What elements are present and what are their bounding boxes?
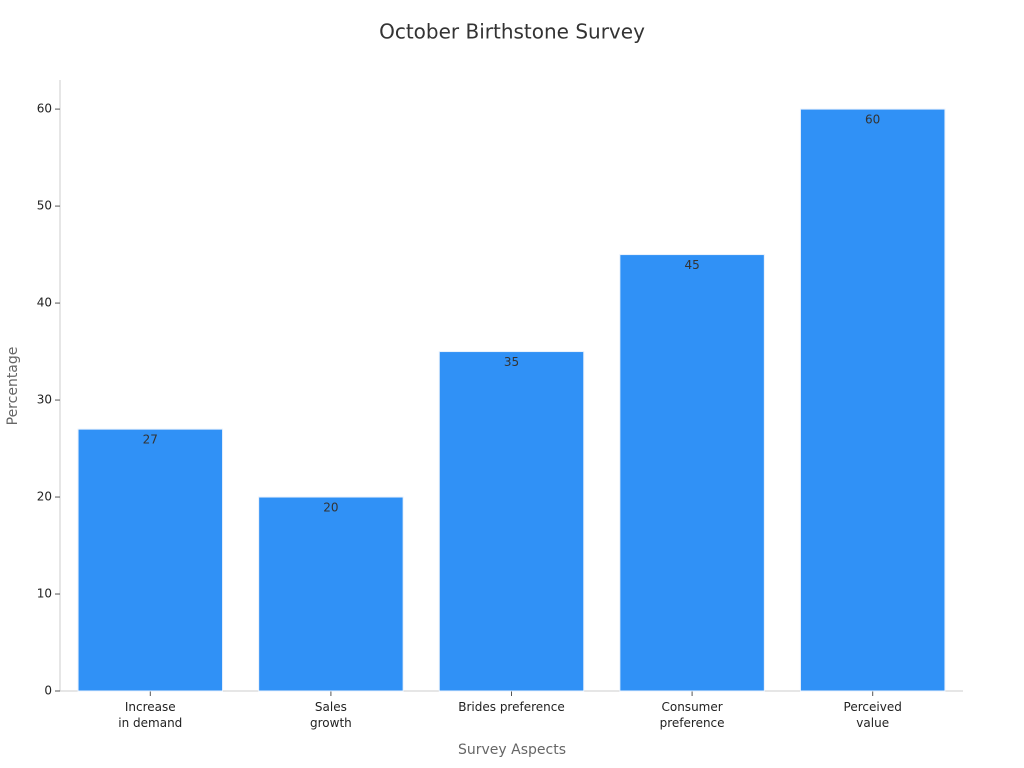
y-tick-label: 50 — [37, 199, 52, 213]
x-tick-label: Consumer preference — [659, 700, 725, 730]
x-tick-label: Sales growth — [310, 700, 352, 730]
bar — [438, 351, 585, 692]
value-label: 35 — [504, 355, 519, 369]
x-tick-label: Perceived value — [843, 700, 902, 730]
y-tick-label: 30 — [37, 393, 52, 407]
chart-title: October Birthstone Survey — [379, 20, 645, 44]
y-tick-label: 20 — [37, 490, 52, 504]
y-tick-label: 0 — [44, 684, 52, 698]
value-label: 27 — [143, 433, 158, 447]
y-tick-label: 60 — [37, 102, 52, 116]
bar — [77, 428, 224, 692]
y-axis-label: Percentage — [5, 347, 21, 426]
value-label: 45 — [684, 258, 699, 272]
y-tick-label: 40 — [37, 296, 52, 310]
value-label: 60 — [865, 113, 880, 127]
y-tick-label: 10 — [37, 587, 52, 601]
value-label: 20 — [323, 501, 338, 515]
bar — [799, 108, 946, 692]
x-tick-label: Brides preference — [458, 700, 565, 714]
x-tick-label: Increase in demand — [118, 700, 183, 730]
x-axis-label: Survey Aspects — [458, 742, 566, 758]
bar — [258, 496, 404, 692]
bar — [619, 254, 765, 692]
